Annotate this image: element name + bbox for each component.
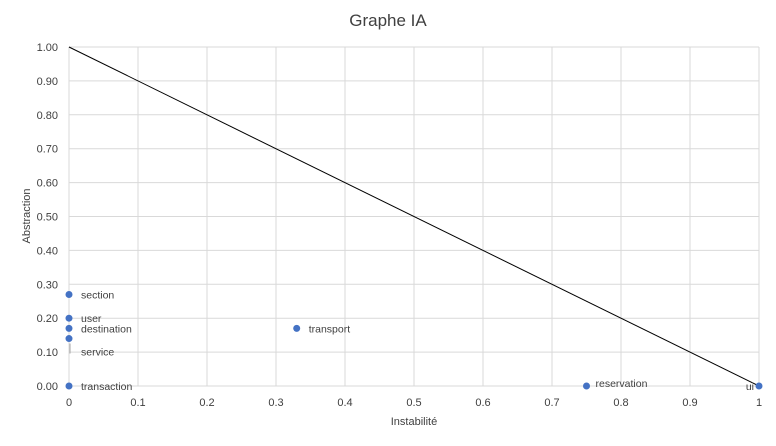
- data-point-ui: [755, 382, 763, 390]
- y-axis-ticks: 0.00 0.10 0.20 0.30 0.40 0.50 0.60 0.70 0.80 0.90…: [37, 42, 58, 393]
- x-tick-label: 0.7: [544, 397, 559, 409]
- y-tick-label: 0.40: [37, 245, 58, 257]
- y-tick-label: 0.90: [37, 76, 58, 88]
- y-tick-label: 0.30: [37, 279, 58, 291]
- x-tick-label: 0.1: [130, 397, 145, 409]
- y-tick-label: 0.10: [37, 347, 58, 359]
- x-tick-label: 0.2: [199, 397, 214, 409]
- point-label-transaction: transaction: [81, 381, 133, 393]
- x-tick-label: 0.6: [475, 397, 490, 409]
- point-label-reservation: reservation: [596, 378, 648, 390]
- x-tick-label: 0.9: [682, 397, 697, 409]
- point-label-section: section: [81, 289, 114, 301]
- y-tick-label: 0.70: [37, 144, 58, 156]
- data-point-destination: [65, 324, 73, 332]
- data-point-transport: [293, 324, 301, 332]
- y-tick-label: 0.00: [37, 381, 58, 393]
- x-tick-label: 0.4: [337, 397, 352, 409]
- x-tick-label: 0.5: [406, 397, 421, 409]
- y-tick-label: 0.60: [37, 178, 58, 190]
- main-sequence-line: [68, 46, 760, 387]
- y-axis-title: Abstraction: [21, 188, 33, 243]
- x-axis-title: Instabilité: [391, 416, 437, 428]
- data-point-section: [65, 290, 73, 298]
- point-label-service: service: [81, 347, 114, 359]
- y-tick-label: 1.00: [37, 42, 58, 54]
- y-tick-label: 0.20: [37, 313, 58, 325]
- point-label-user: user: [81, 313, 102, 325]
- y-tick-label: 0.50: [37, 212, 58, 224]
- x-tick-label: 0.3: [268, 397, 283, 409]
- point-label-ui: ui: [746, 381, 754, 393]
- data-point-transaction: [65, 382, 73, 390]
- point-label-destination: destination: [81, 323, 132, 335]
- x-tick-label: 0: [66, 397, 72, 409]
- data-point-user: [65, 314, 73, 322]
- x-tick-label: 1: [756, 397, 762, 409]
- x-axis-ticks: 0 0.1 0.2 0.3 0.4 0.5 0.6 0.7 0.8 0.9 1: [66, 397, 762, 409]
- data-points: [65, 290, 763, 390]
- x-tick-label: 0.8: [613, 397, 628, 409]
- reference-line: [68, 46, 760, 387]
- data-point-reservation: [583, 382, 590, 390]
- chart-title: Graphe IA: [349, 11, 427, 30]
- y-tick-label: 0.80: [37, 110, 58, 122]
- point-label-transport: transport: [309, 323, 351, 335]
- data-point-service: [65, 335, 73, 343]
